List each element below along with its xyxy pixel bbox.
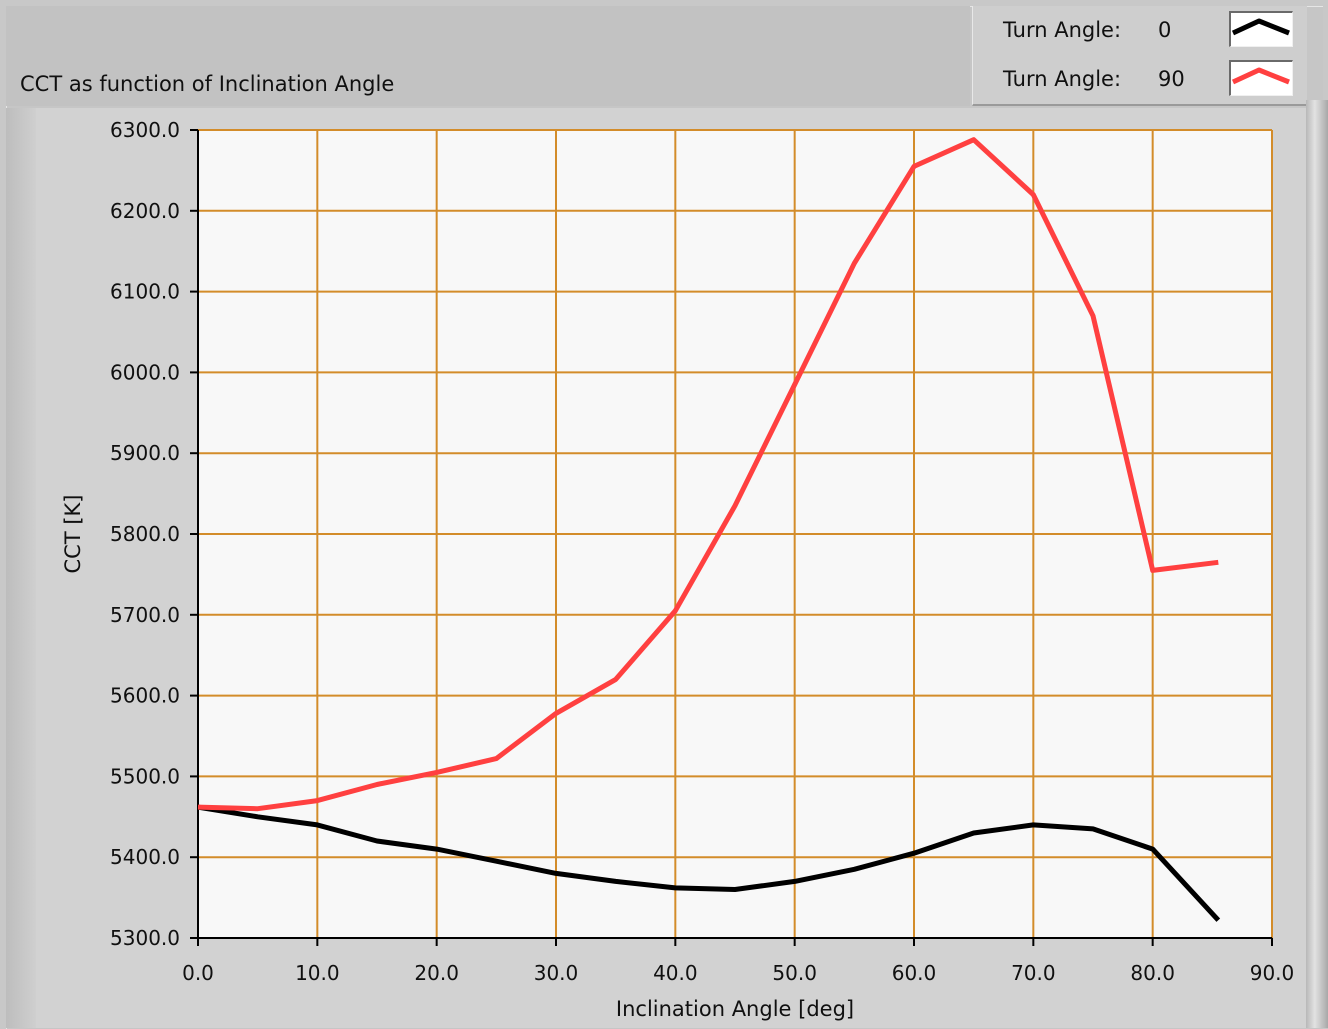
x-axis-label: Inclination Angle [deg] (616, 997, 854, 1021)
tick-labels: 0.0 10.0 20.0 30.0 40.0 50.0 60.0 70.0 80.0 90.0 5… (110, 118, 1294, 985)
x-tick-label: 90.0 (1250, 961, 1295, 985)
legend-value: 90 (1158, 67, 1185, 91)
y-tick-label: 5700.0 (110, 603, 180, 627)
x-tick-label: 0.0 (182, 961, 214, 985)
x-tick-label: 40.0 (653, 961, 698, 985)
x-tick-label: 80.0 (1130, 961, 1175, 985)
y-tick-label: 5600.0 (110, 684, 180, 708)
legend-item-turn-angle-90[interactable]: Turn Angle: 90 (973, 55, 1307, 103)
legend-value: 0 (1158, 18, 1172, 42)
legend-item-turn-angle-0[interactable]: Turn Angle: 0 (973, 6, 1307, 54)
x-tick-label: 30.0 (534, 961, 579, 985)
y-tick-label: 5500.0 (110, 764, 180, 788)
y-axis-label: CCT [K] (61, 495, 85, 574)
chart-title: CCT as function of Inclination Angle (20, 72, 395, 96)
plot-legend[interactable]: Turn Angle: 0 Turn Angle: 90 (972, 6, 1307, 106)
title-bar (6, 6, 970, 106)
x-tick-label: 60.0 (892, 961, 937, 985)
panel-left-edge (6, 108, 36, 1028)
legend-label: Turn Angle: (1003, 67, 1122, 91)
y-tick-label: 6100.0 (110, 280, 180, 304)
data-series (197, 137, 1221, 922)
series-line-turn-angle-90 (197, 137, 1219, 812)
x-tick-label: 20.0 (414, 961, 459, 985)
y-tick-label: 5300.0 (110, 926, 180, 950)
line-sample-icon (1231, 67, 1290, 85)
series-line-turn-angle-0 (197, 804, 1221, 922)
y-tick-label: 6300.0 (110, 118, 180, 142)
legend-swatch-black[interactable] (1229, 11, 1293, 47)
y-tick-label: 5800.0 (110, 522, 180, 546)
y-tick-label: 6000.0 (110, 360, 180, 384)
y-tick-label: 5900.0 (110, 441, 180, 465)
x-tick-label: 50.0 (772, 961, 817, 985)
y-tick-label: 6200.0 (110, 199, 180, 223)
legend-swatch-red[interactable] (1229, 60, 1293, 96)
legend-label: Turn Angle: (1003, 18, 1122, 42)
y-tick-label: 5400.0 (110, 845, 180, 869)
axes (190, 129, 1273, 946)
line-sample-icon (1231, 18, 1290, 36)
panel-right-edge (1306, 100, 1328, 1028)
x-tick-label: 10.0 (295, 961, 340, 985)
x-tick-label: 70.0 (1011, 961, 1056, 985)
